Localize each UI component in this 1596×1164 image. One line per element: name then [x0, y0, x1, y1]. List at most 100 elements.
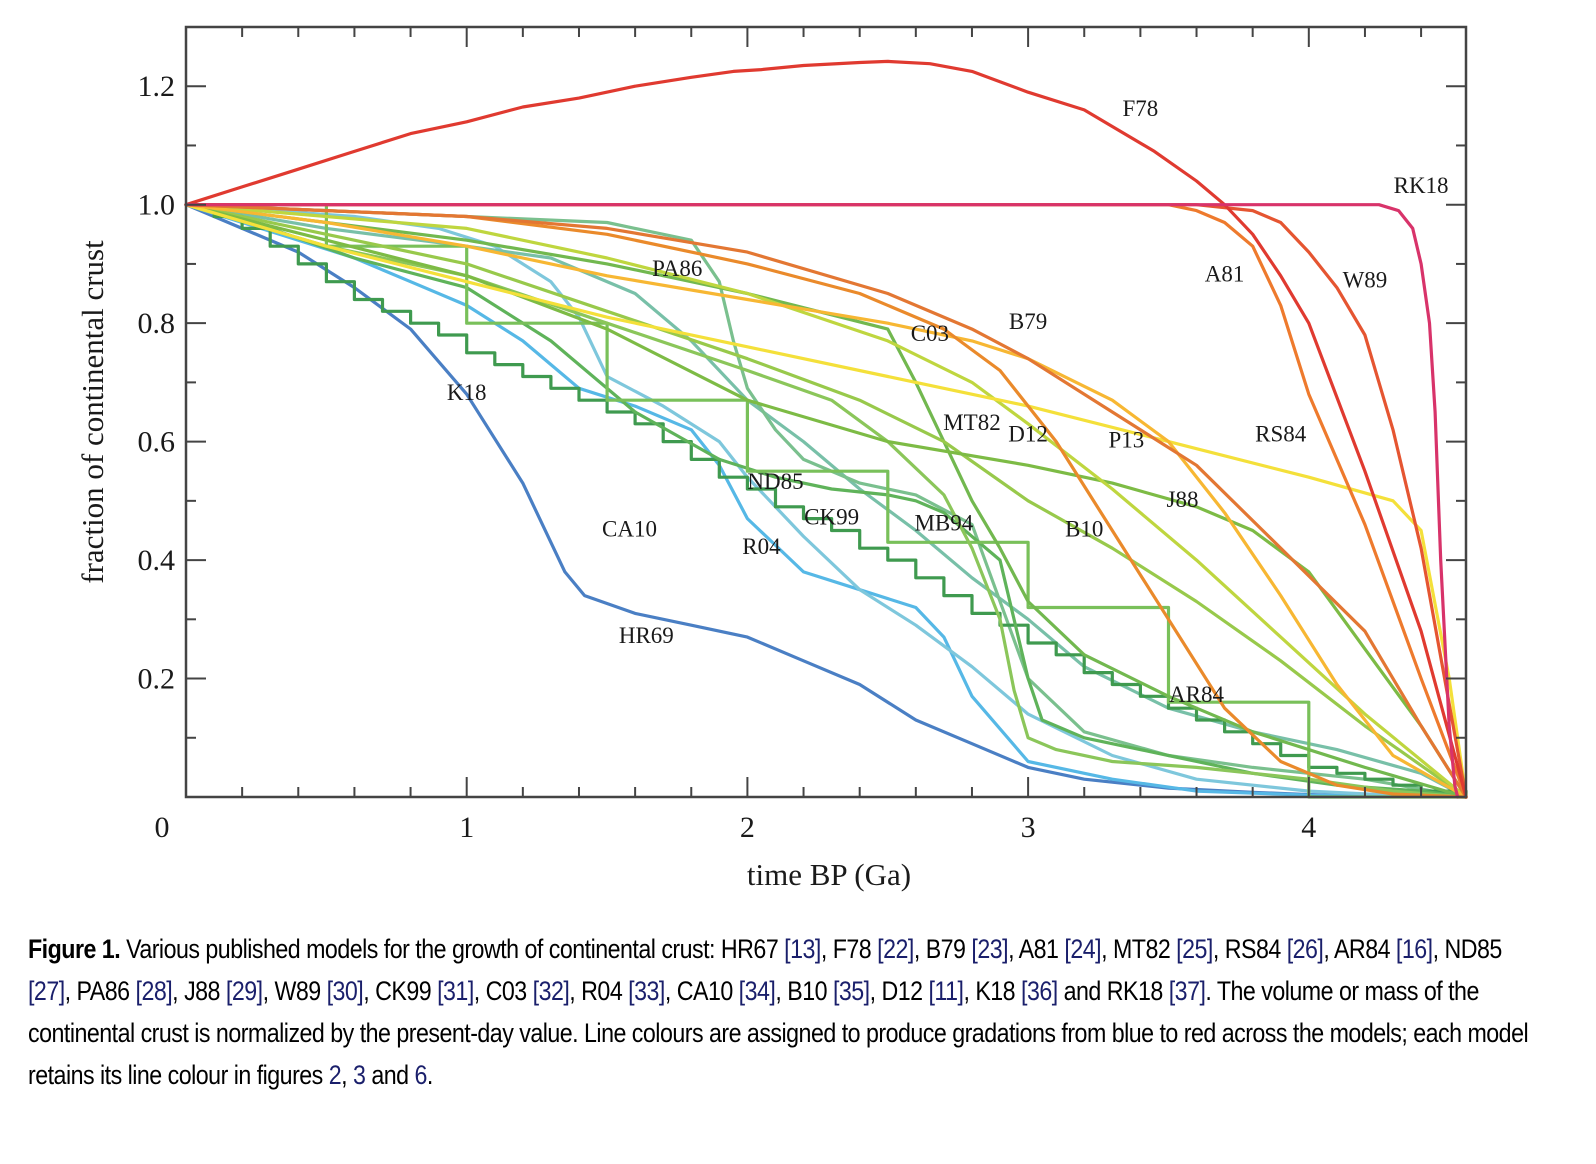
series-line-j88	[184, 203, 1468, 799]
series-label-pa86: PA86	[652, 256, 702, 281]
series-label-rk18: RK18	[1394, 173, 1449, 198]
caption-body: . The volume or mass of the continental …	[28, 976, 1529, 1090]
x-axis-title: time BP (Ga)	[747, 857, 911, 892]
caption-model-name: RK18	[1106, 976, 1164, 1006]
caption-figure-link[interactable]: 3	[352, 1060, 366, 1090]
series-layer	[184, 59, 1468, 799]
caption-model-name: PA86	[76, 976, 131, 1006]
caption-model-name: B79	[925, 934, 966, 964]
x-tick-label: 3	[1021, 811, 1036, 844]
caption-citation-link[interactable]: [27]	[28, 976, 65, 1006]
caption-model-name: R04	[581, 976, 623, 1006]
caption-reference-list: HR67 [13], F78 [22], B79 [23], A81 [24],…	[28, 934, 1502, 1006]
caption-citation-link[interactable]: [29]	[225, 976, 263, 1006]
series-line-nd85	[184, 203, 1468, 799]
caption-citation-link[interactable]: [31]	[437, 976, 474, 1006]
series-line-p13	[184, 203, 1468, 799]
series-label-j88: J88	[1167, 487, 1199, 512]
caption-model-name: HR67	[720, 934, 779, 964]
caption-model-name: ND85	[1444, 934, 1502, 964]
series-label-mb94: MB94	[914, 510, 973, 535]
series-label-k18: K18	[447, 380, 487, 405]
series-label-ca10: CA10	[602, 516, 657, 541]
y-tick-label: 1.0	[138, 189, 176, 222]
caption-and: and	[1063, 976, 1107, 1006]
crust-growth-chart: 0 1 2 3 4 0.2 0.4 0.6 0.8 1.0 1.2 HR69 CA10 R04 CK99 P…	[75, 25, 1468, 892]
caption-citation-link[interactable]: [16]	[1395, 934, 1433, 964]
caption-citation-link[interactable]: [25]	[1176, 934, 1213, 964]
caption-citation-link[interactable]: [35]	[832, 976, 870, 1006]
series-line-mb94	[184, 203, 1468, 799]
caption-citation-link[interactable]: [13]	[784, 934, 821, 964]
axes-layer: 0 1 2 3 4 0.2 0.4 0.6 0.8 1.0 1.2	[138, 25, 1468, 844]
caption-citation-link[interactable]: [33]	[628, 976, 665, 1006]
series-line-ar84	[184, 203, 1468, 799]
x-tick-label: 1	[459, 811, 474, 844]
series-label-a81: A81	[1205, 262, 1245, 287]
series-label-b10: B10	[1065, 516, 1103, 541]
caption-model-name: MT82	[1112, 934, 1171, 964]
y-tick-label: 0.6	[138, 426, 176, 459]
caption-model-name: RS84	[1224, 934, 1282, 964]
series-line-d12	[184, 203, 1468, 799]
caption-citation-link[interactable]: [36]	[1021, 976, 1058, 1006]
y-tick-label: 1.2	[138, 70, 176, 103]
caption-model-name: CA10	[676, 976, 734, 1006]
caption-model-name: A81	[1018, 934, 1059, 964]
series-label-nd85: ND85	[747, 469, 803, 494]
plot-frame	[184, 25, 1468, 799]
series-line-a81	[184, 203, 1468, 799]
y-tick-label: 0.2	[138, 663, 176, 696]
caption-citation-link[interactable]: [26]	[1286, 934, 1324, 964]
y-tick-label: 0.4	[138, 544, 176, 577]
caption-citation-link[interactable]: [34]	[738, 976, 776, 1006]
caption-model-name: B10	[787, 976, 828, 1006]
x-tick-label: 4	[1301, 811, 1316, 844]
caption-citation-link[interactable]: [11]	[928, 976, 964, 1006]
series-line-b79	[184, 203, 1468, 799]
caption-citation-link[interactable]: [37]	[1168, 976, 1206, 1006]
caption-citation-link[interactable]: [24]	[1064, 934, 1102, 964]
series-label-p13: P13	[1108, 428, 1144, 453]
series-label-d12: D12	[1008, 422, 1048, 447]
caption-citation-link[interactable]: [30]	[326, 976, 364, 1006]
series-line-rk18	[184, 203, 1460, 799]
caption-model-name: D12	[881, 976, 923, 1006]
caption-figure-link[interactable]: 2	[328, 1060, 342, 1090]
labels-layer: HR69 CA10 R04 CK99 PA86 K18 ND85 AR84 MB94 MT82 B1…	[447, 96, 1449, 707]
series-label-rs84: RS84	[1255, 422, 1307, 447]
series-label-r04: R04	[742, 534, 781, 559]
series-label-mt82: MT82	[943, 410, 1001, 435]
caption-citation-link[interactable]: [32]	[532, 976, 570, 1006]
caption-model-name: J88	[184, 976, 220, 1006]
series-label-ck99: CK99	[804, 505, 859, 530]
caption-model-name: W89	[274, 976, 321, 1006]
series-line-mt82	[184, 203, 1468, 799]
series-line-ca10	[184, 203, 1468, 799]
caption-model-name: AR84	[1333, 934, 1391, 964]
y-axis-title: fraction of continental crust	[75, 240, 110, 584]
y-tick-label: 0.8	[138, 307, 176, 340]
caption-figure-link[interactable]: 6	[414, 1060, 427, 1090]
series-label-b79: B79	[1009, 309, 1047, 334]
caption-model-name: CK99	[375, 976, 432, 1006]
series-label-f78: F78	[1122, 96, 1158, 121]
series-line-f78	[184, 59, 1468, 799]
caption-figure-refs: 2, 3 and 6	[328, 1060, 428, 1090]
series-label-c03: C03	[911, 321, 949, 346]
figure-caption: Figure 1. Various published models for t…	[28, 928, 1550, 1096]
series-label-ar84: AR84	[1169, 682, 1224, 707]
caption-intro: Various published models for the growth …	[126, 934, 721, 964]
series-label-hr69: HR69	[619, 623, 674, 648]
caption-model-name: K18	[975, 976, 1016, 1006]
caption-model-name: F78	[832, 934, 872, 964]
caption-citation-link[interactable]: [23]	[971, 934, 1009, 964]
caption-end: .	[426, 1060, 433, 1090]
caption-citation-link[interactable]: [22]	[877, 934, 914, 964]
caption-model-name: C03	[485, 976, 528, 1006]
series-label-w89: W89	[1343, 268, 1388, 293]
caption-citation-link[interactable]: [28]	[135, 976, 173, 1006]
x-tick-label: 0	[155, 811, 170, 844]
series-line-b10	[184, 203, 1468, 799]
caption-label: Figure 1.	[28, 934, 121, 964]
